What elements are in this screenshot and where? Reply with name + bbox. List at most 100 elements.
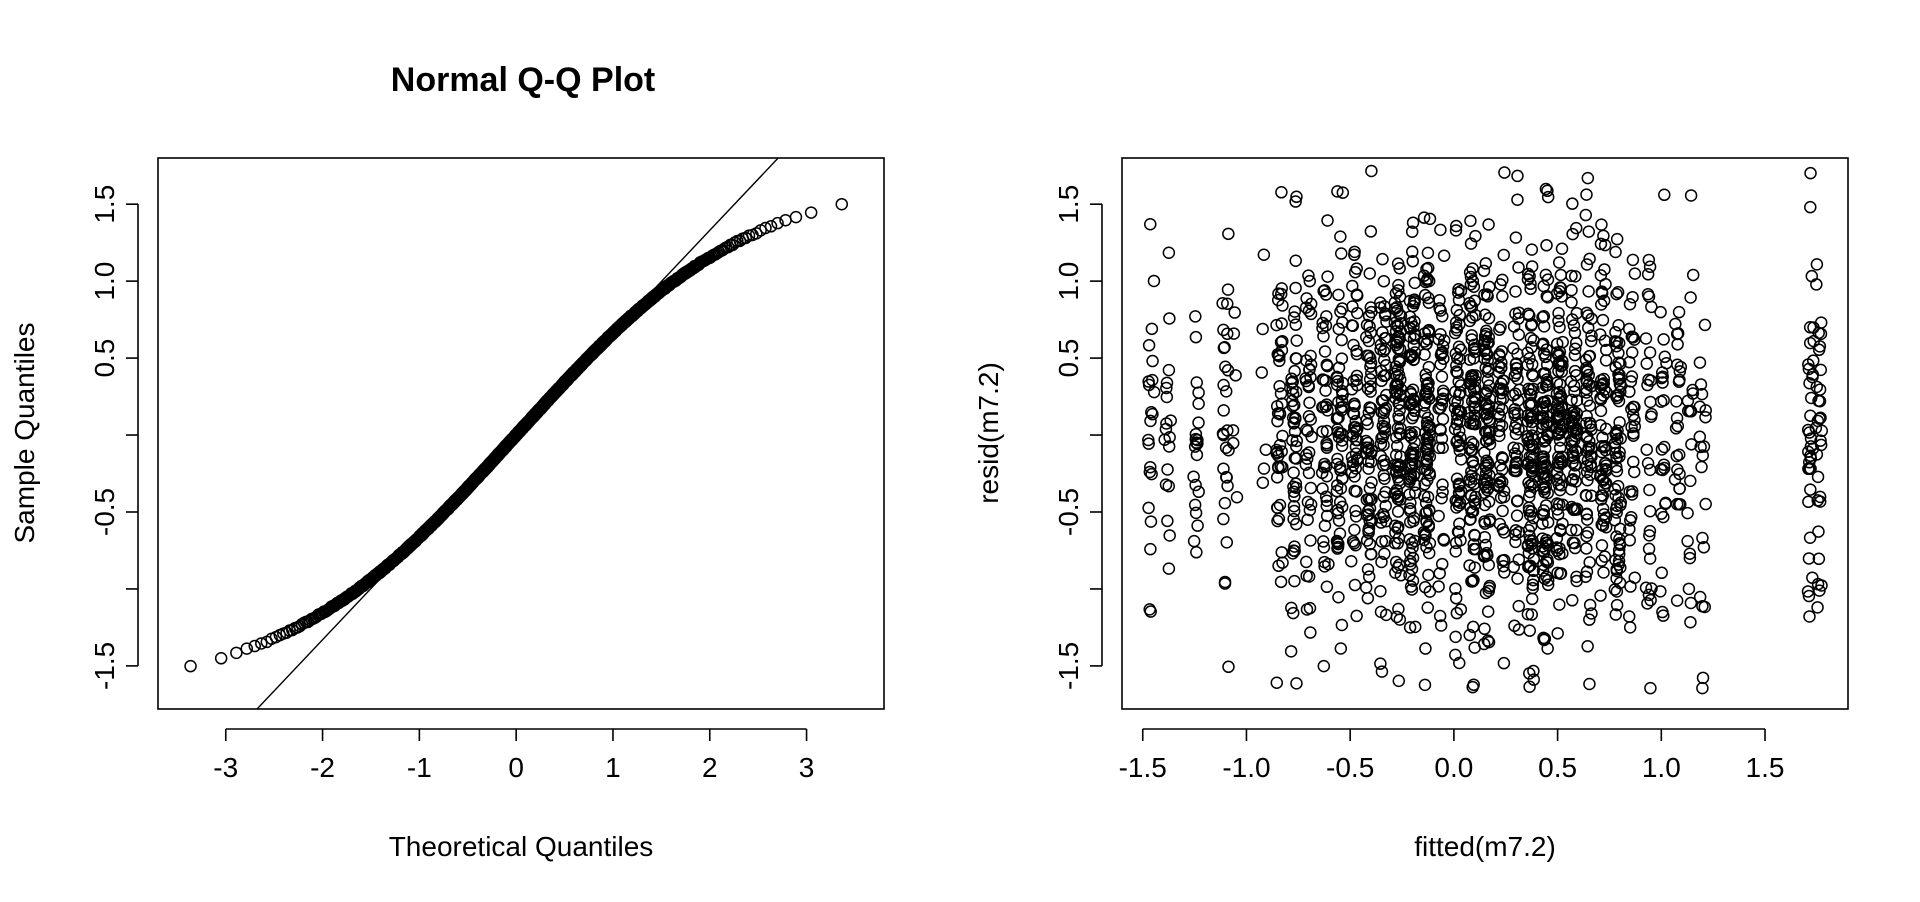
residual-point — [1555, 242, 1569, 255]
residual-point — [1394, 309, 1408, 323]
residual-point — [1272, 287, 1285, 300]
residual-point — [1813, 383, 1827, 396]
residual-point — [1622, 610, 1636, 623]
residual-point — [1627, 429, 1640, 442]
residual-point — [1553, 441, 1567, 455]
residual-point — [1536, 517, 1549, 530]
residual-point — [1374, 584, 1387, 598]
residual-point — [1433, 294, 1446, 307]
residual-point — [1536, 381, 1549, 394]
residual-point — [1541, 516, 1555, 529]
residual-point — [1190, 448, 1204, 462]
residual-point — [1403, 533, 1416, 546]
residual-point — [1422, 392, 1436, 405]
residual-point — [1696, 671, 1710, 685]
residual-point — [1482, 495, 1496, 508]
residual-point — [1566, 227, 1579, 241]
residual-point — [1594, 589, 1607, 602]
residual-point — [1610, 232, 1624, 246]
residual-point — [1187, 534, 1201, 548]
residual-point — [1221, 424, 1234, 437]
residual-point — [1448, 395, 1462, 408]
residual-point — [1145, 406, 1158, 419]
residual-point — [1610, 464, 1624, 478]
residual-point — [1565, 594, 1579, 607]
residual-point — [1336, 186, 1350, 199]
residual-point — [1597, 229, 1610, 243]
residual-point — [1160, 381, 1173, 395]
residual-point — [1480, 434, 1493, 448]
residual-point — [1628, 267, 1642, 280]
residual-point — [1349, 447, 1363, 460]
residual-point — [1522, 524, 1536, 537]
residual-point — [1377, 438, 1390, 452]
residual-point — [1332, 590, 1345, 604]
residual-point — [1512, 328, 1526, 341]
residual-point — [1641, 378, 1654, 392]
residual-point — [1523, 352, 1536, 365]
residual-point — [1539, 350, 1552, 363]
residual-point — [1468, 396, 1481, 409]
residual-point — [1408, 534, 1422, 548]
residual-point — [1580, 188, 1593, 201]
residual-point — [1478, 498, 1492, 512]
residual-point — [1495, 356, 1508, 370]
residual-point — [1814, 316, 1828, 329]
residual-point — [1317, 659, 1331, 673]
residual-point — [1392, 674, 1406, 688]
residual-point — [1365, 492, 1378, 506]
residual-plot-area — [1142, 164, 1829, 695]
residual-point — [1228, 306, 1241, 319]
residual-point — [1188, 498, 1202, 512]
residual-point — [1643, 463, 1657, 477]
residual-point — [1614, 385, 1627, 399]
residual-point — [1655, 443, 1669, 456]
residual-point — [1452, 340, 1466, 353]
residual-point — [1584, 334, 1598, 348]
residual-point — [1363, 401, 1376, 414]
residual-point — [1466, 575, 1479, 588]
residual-point — [1318, 345, 1332, 358]
residual-point — [1612, 373, 1626, 386]
residual-point — [1436, 478, 1449, 491]
residual-point — [1610, 287, 1623, 301]
residual-point — [1318, 457, 1331, 471]
residual-point — [1331, 423, 1344, 436]
residual-point — [1463, 513, 1477, 526]
residual-point — [1344, 554, 1358, 568]
residual-point — [1390, 439, 1404, 453]
residual-point — [1495, 463, 1509, 476]
residual-point — [1403, 488, 1416, 501]
residual-point — [1365, 476, 1378, 489]
residual-point — [1437, 352, 1450, 365]
residual-point — [1803, 531, 1817, 545]
residual-point — [1526, 439, 1539, 452]
residual-point — [1404, 397, 1417, 410]
residual-point — [1496, 523, 1510, 536]
residual-point — [1404, 387, 1418, 401]
residual-y-axis-label: resid(m7.2) — [973, 362, 1004, 504]
residual-point — [1361, 563, 1375, 576]
residual-point — [1389, 555, 1403, 569]
residual-point — [1623, 534, 1636, 547]
residual-point — [1511, 572, 1524, 585]
residual-point — [1320, 580, 1334, 594]
residual-point — [1656, 370, 1669, 384]
residual-point — [1390, 610, 1404, 624]
residual-point — [1564, 523, 1578, 537]
residual-point — [1376, 252, 1389, 266]
residual-point — [1537, 435, 1551, 448]
residual-point — [1610, 450, 1623, 464]
residual-point — [1320, 310, 1333, 323]
residual-point — [1454, 603, 1468, 616]
residual-point — [1566, 197, 1579, 210]
residual-point — [1435, 370, 1449, 383]
residual-point — [1552, 314, 1565, 328]
residual-point — [1453, 517, 1466, 530]
residual-point — [1812, 552, 1826, 566]
residual-point — [1289, 440, 1303, 453]
residual-point — [1362, 526, 1375, 540]
residual-point — [1301, 513, 1314, 526]
residual-point — [1346, 300, 1359, 313]
residual-point — [1596, 473, 1609, 486]
